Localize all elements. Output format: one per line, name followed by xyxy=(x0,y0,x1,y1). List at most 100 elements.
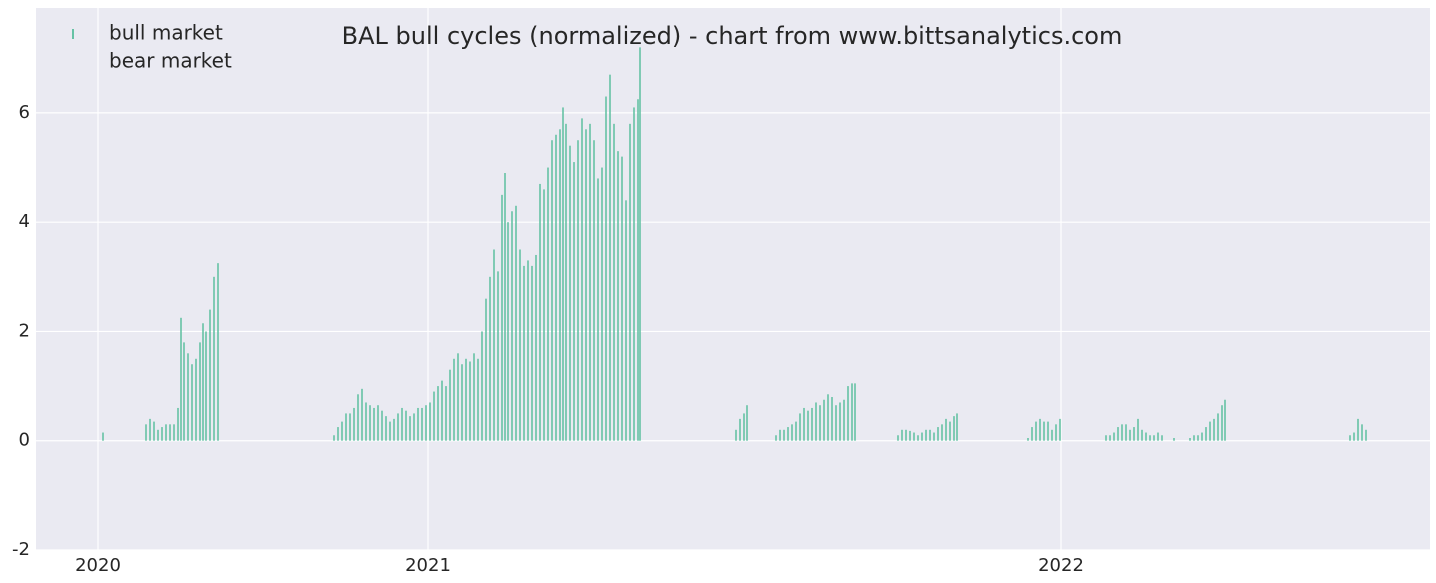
bar xyxy=(621,156,623,441)
bar xyxy=(457,353,459,441)
bar xyxy=(205,331,207,441)
x-tick-label: 2021 xyxy=(405,555,451,576)
bar xyxy=(803,407,805,441)
bar xyxy=(795,421,797,441)
bar xyxy=(555,134,557,441)
bar xyxy=(1189,437,1191,441)
bar xyxy=(1031,427,1033,441)
bar xyxy=(385,416,387,441)
bar xyxy=(1361,424,1363,441)
bar xyxy=(102,432,104,441)
bar xyxy=(577,140,579,441)
bar xyxy=(897,435,899,441)
bar xyxy=(807,410,809,441)
bar xyxy=(461,364,463,441)
bar xyxy=(573,162,575,441)
bar xyxy=(597,178,599,441)
bar xyxy=(169,424,171,441)
bar xyxy=(381,410,383,441)
bar xyxy=(941,424,943,441)
bar xyxy=(337,427,339,441)
bar xyxy=(507,222,509,441)
bar xyxy=(835,405,837,441)
bar xyxy=(1217,413,1219,441)
bar xyxy=(149,418,151,441)
bar xyxy=(589,123,591,441)
bar xyxy=(361,388,363,441)
bar xyxy=(165,424,167,441)
bar xyxy=(437,386,439,441)
bar xyxy=(511,211,513,441)
bar xyxy=(637,99,639,441)
bar xyxy=(787,427,789,441)
bar xyxy=(191,364,193,441)
bar xyxy=(847,386,849,441)
bar xyxy=(811,407,813,441)
bar xyxy=(1047,421,1049,441)
bar xyxy=(925,429,927,441)
chart-title: BAL bull cycles (normalized) - chart fro… xyxy=(342,22,1123,50)
bar xyxy=(581,118,583,441)
bar xyxy=(1043,421,1045,441)
legend-marker xyxy=(72,29,74,39)
bar xyxy=(180,317,182,441)
bar xyxy=(551,140,553,441)
bar xyxy=(815,402,817,441)
bar xyxy=(1149,435,1151,441)
bar xyxy=(473,353,475,441)
bar xyxy=(441,380,443,441)
legend-label: bear market xyxy=(109,49,232,73)
bar xyxy=(905,429,907,441)
bar xyxy=(1201,432,1203,441)
bar xyxy=(523,265,525,441)
bar xyxy=(1209,421,1211,441)
bar xyxy=(559,129,561,441)
bar xyxy=(743,413,745,441)
bar xyxy=(345,413,347,441)
bar xyxy=(854,383,856,441)
bar xyxy=(956,413,958,441)
bar xyxy=(1161,435,1163,441)
bar xyxy=(369,405,371,441)
bar xyxy=(843,399,845,441)
bar xyxy=(539,183,541,441)
bar xyxy=(933,432,935,441)
bar xyxy=(357,394,359,441)
bar xyxy=(449,369,451,441)
bar xyxy=(1205,427,1207,441)
bar xyxy=(365,402,367,441)
grid xyxy=(36,8,1430,551)
bar xyxy=(937,427,939,441)
bar xyxy=(377,405,379,441)
bar xyxy=(1357,418,1359,441)
bar xyxy=(562,107,564,441)
bar xyxy=(945,418,947,441)
bar xyxy=(949,421,951,441)
bar xyxy=(157,429,159,441)
bar xyxy=(746,405,748,441)
bar xyxy=(565,123,567,441)
bar xyxy=(613,123,615,441)
plot-area xyxy=(36,8,1430,550)
bar xyxy=(183,342,185,441)
bar xyxy=(527,260,529,441)
x-tick-label: 2022 xyxy=(1038,555,1084,576)
bar xyxy=(393,418,395,441)
bar xyxy=(153,421,155,441)
bar xyxy=(417,407,419,441)
bar xyxy=(1141,429,1143,441)
bar xyxy=(177,407,179,441)
bar xyxy=(209,309,211,441)
bar xyxy=(453,358,455,441)
bar xyxy=(901,429,903,441)
bar xyxy=(173,424,175,441)
bar xyxy=(735,429,737,441)
bar xyxy=(217,263,219,441)
bar xyxy=(799,413,801,441)
bar xyxy=(519,249,521,441)
bar xyxy=(425,405,427,441)
bar xyxy=(1221,405,1223,441)
bar xyxy=(1105,435,1107,441)
bar xyxy=(831,397,833,441)
